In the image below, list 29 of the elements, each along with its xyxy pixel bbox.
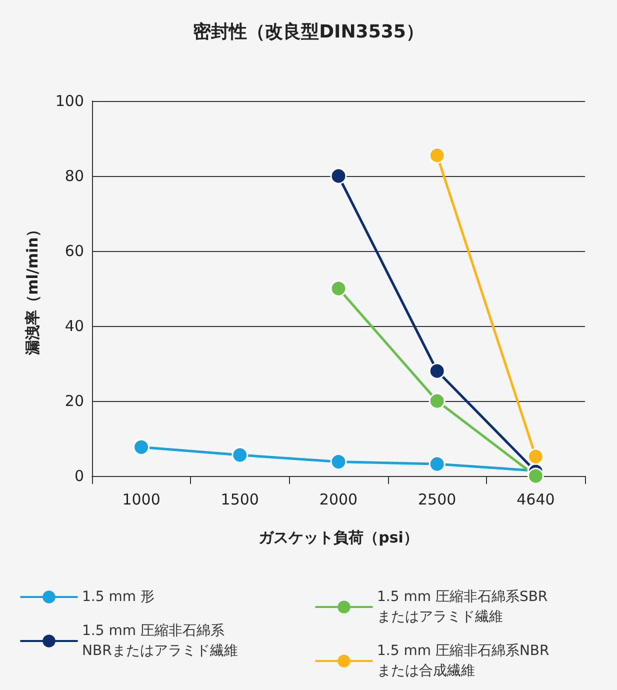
y-tick-label: 100 (55, 92, 84, 110)
y-axis-title: 漏洩率（ml/min） (24, 222, 42, 356)
y-tick-label: 80 (64, 167, 84, 185)
point (232, 446, 248, 464)
point (133, 438, 150, 456)
legend-label: 1.5 mm 形 (82, 589, 154, 605)
point (428, 392, 446, 410)
point (527, 448, 544, 465)
legend-label: 1.5 mm 圧縮非石綿系SBR またはアラミド繊維 (377, 589, 548, 625)
point (428, 147, 446, 164)
point (428, 456, 446, 472)
point (330, 454, 347, 470)
point (330, 280, 347, 297)
point (330, 168, 347, 184)
x-tick-label: 2500 (418, 490, 456, 508)
legend-label: 1.5 mm 圧縮非石綿系NBR または合成繊維 (377, 643, 550, 679)
point (527, 468, 544, 484)
chart-title: 密封性（改良型DIN3535） (193, 22, 424, 42)
legend-label: 1.5 mm 圧縮非石綿系 NBRまたはアラミド繊維 (82, 623, 238, 659)
y-tick-label: 20 (64, 392, 84, 410)
x-axis-title: ガスケット負荷（psi） (258, 528, 418, 546)
x-tick-label: 1000 (122, 490, 160, 508)
y-tick-label: 60 (64, 242, 84, 260)
x-tick-label: 1500 (220, 490, 259, 508)
x-tick-label: 4640 (516, 490, 555, 508)
y-tick-label: 40 (64, 317, 84, 335)
point (428, 362, 446, 380)
x-tick-label: 2000 (319, 490, 358, 508)
y-tick-label: 0 (74, 467, 84, 485)
